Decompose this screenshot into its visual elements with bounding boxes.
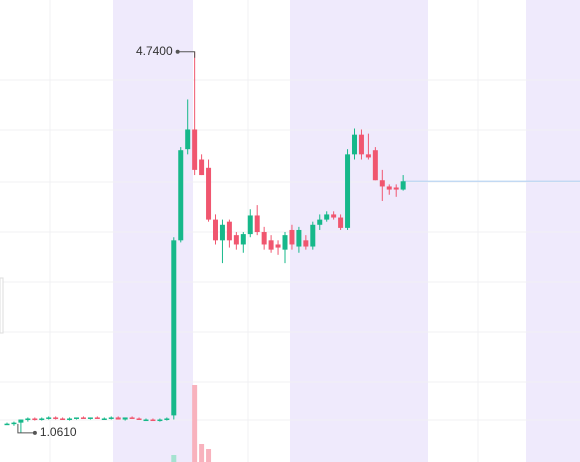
candle-body: [268, 240, 274, 250]
candle-body: [352, 134, 357, 155]
annotation-leader: [17, 423, 35, 434]
candle-body: [67, 418, 73, 420]
candle-body: [275, 244, 281, 248]
candle-body: [39, 418, 45, 420]
candle-body: [25, 418, 31, 420]
candle-body: [129, 417, 135, 419]
candle-body: [32, 418, 38, 420]
candle-body: [317, 219, 323, 225]
volume-bar: [199, 444, 205, 462]
annotation-label: 4.7400: [136, 44, 173, 58]
candle-body: [372, 150, 378, 181]
candle-body: [199, 159, 205, 176]
candle-body: [254, 215, 260, 233]
candle-body: [233, 235, 239, 245]
session-bands: [113, 0, 580, 462]
candle-body: [219, 224, 225, 241]
candle-body: [338, 217, 344, 228]
candle-body: [157, 419, 163, 422]
candle-body: [331, 214, 337, 218]
candle-body: [345, 154, 351, 228]
candle-body: [115, 417, 121, 420]
volume-bar: [206, 449, 212, 462]
candle-body: [185, 129, 191, 150]
candle-body: [240, 234, 246, 245]
annotation-label: 1.0610: [40, 425, 77, 439]
candle-body: [226, 221, 232, 241]
candle-body: [206, 167, 212, 220]
candle-body: [171, 240, 177, 416]
candle-body: [324, 214, 330, 220]
candle-body: [379, 180, 385, 187]
annotation-dot: [32, 430, 37, 435]
candle-body: [122, 417, 128, 420]
candle-body: [80, 417, 86, 419]
candle-body: [136, 418, 142, 420]
annotation-leader: [177, 51, 196, 58]
candle-body: [247, 215, 253, 235]
candle-body: [303, 240, 309, 247]
candle-body: [282, 235, 288, 250]
candle-body: [46, 417, 52, 419]
candle-body: [87, 417, 93, 419]
candle-body: [143, 419, 149, 422]
candle-body: [192, 129, 198, 170]
candle-body: [18, 419, 24, 423]
candle-body: [386, 186, 392, 190]
candle-body: [213, 219, 218, 241]
annotation-dot: [175, 49, 180, 54]
candle-body: [289, 229, 295, 245]
candle-body: [60, 418, 66, 420]
candle-body: [94, 417, 100, 419]
candle-body: [4, 423, 10, 426]
candle-body: [178, 150, 184, 241]
candle-body: [53, 417, 59, 419]
candle-body: [365, 154, 371, 158]
candle-body: [358, 134, 364, 155]
candle-body: [74, 417, 79, 419]
candle-body: [261, 232, 267, 245]
candle-body: [310, 224, 316, 247]
candle-body: [164, 418, 170, 420]
side-handle: [0, 277, 4, 334]
candle-body: [11, 422, 17, 425]
candle-body: [101, 418, 107, 420]
candle-body: [400, 181, 406, 190]
session-band: [526, 0, 580, 462]
candle-body: [108, 417, 114, 419]
volume-bar: [192, 385, 198, 462]
candle-body: [393, 187, 399, 190]
candle-body: [296, 229, 302, 247]
candle-body: [150, 419, 156, 422]
volume-bar: [171, 455, 177, 462]
